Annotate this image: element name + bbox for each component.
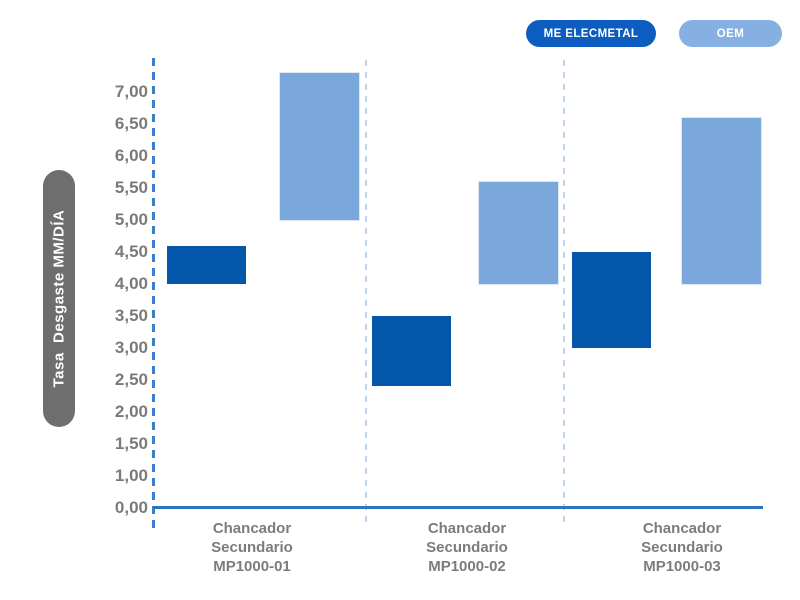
bar-oem-group-1 (280, 72, 359, 220)
legend-item-oem[interactable]: OEM (679, 20, 782, 47)
bar-oem-group-2 (479, 181, 558, 284)
y-tick-label: 2,50 (114, 370, 148, 389)
y-tick-label: 1,50 (114, 434, 148, 453)
x-axis-category-label: Chancador Secundario MP1000-01 (211, 520, 293, 575)
group-separator-line-1 (365, 60, 367, 528)
y-axis-dashed-line (152, 58, 155, 532)
bar-me-elecmetal-group-3 (572, 252, 651, 348)
y-axis-title: Tasa Desgaste MM/DÍA (50, 209, 68, 388)
y-tick-label: 7,00 (114, 82, 148, 101)
x-axis-category-label: Chancador Secundario MP1000-02 (426, 520, 508, 575)
legend-label-oem: OEM (716, 27, 745, 40)
bar-me-elecmetal-group-1 (167, 245, 246, 284)
y-tick-label: 3,50 (114, 306, 148, 325)
y-tick-label: 6,50 (114, 114, 148, 133)
y-tick-label: 1,00 (114, 466, 148, 485)
y-tick-label: 5,50 (114, 178, 148, 197)
y-tick-label: 0,00 (114, 498, 148, 517)
bar-oem-group-3 (682, 117, 761, 284)
y-tick-label: 4,00 (114, 274, 148, 293)
x-axis-line (153, 506, 763, 509)
y-tick-label: 3,00 (114, 338, 148, 357)
bar-me-elecmetal-group-2 (372, 316, 451, 387)
legend-item-me-elecmetal[interactable]: ME ELECMETAL (526, 20, 656, 47)
y-tick-label: 4,50 (114, 242, 148, 261)
x-axis-category-label: Chancador Secundario MP1000-03 (641, 520, 723, 575)
y-tick-label: 5,00 (114, 210, 148, 229)
y-axis-title-pill: Tasa Desgaste MM/DÍA (43, 170, 75, 427)
group-separator-line-2 (563, 60, 565, 528)
y-tick-label: 6,00 (114, 146, 148, 165)
legend-label-me-elecmetal: ME ELECMETAL (543, 27, 639, 40)
y-tick-label: 2,00 (114, 402, 148, 421)
